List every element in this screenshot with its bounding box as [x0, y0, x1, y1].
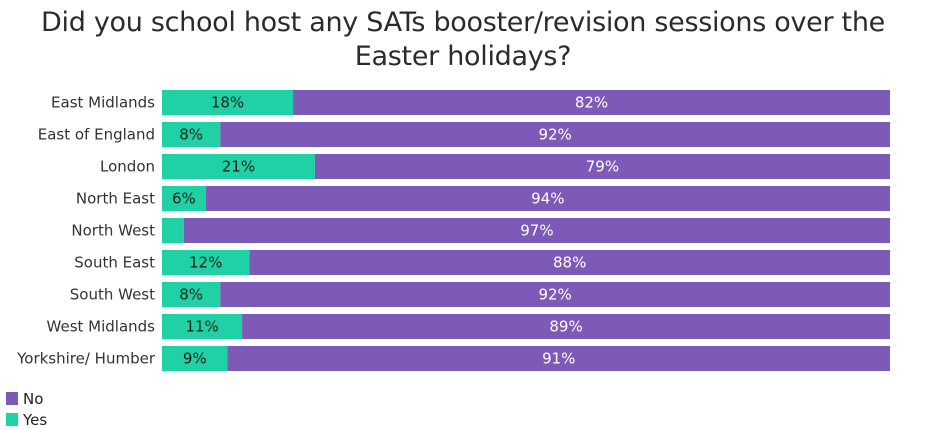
legend-swatch-no [6, 392, 18, 405]
category-label-yorkshire-humber: Yorkshire/ Humber [16, 350, 156, 368]
bar-no-east-of-england[interactable] [220, 122, 891, 147]
bar-yes-north-west[interactable] [162, 218, 184, 243]
category-label-south-west: South West [70, 286, 155, 304]
category-label-north-east: North East [76, 190, 155, 208]
chart-title-line-1: Did you school host any SATs booster/rev… [41, 7, 885, 38]
data-label-no-east-midlands: 82% [575, 94, 608, 112]
bar-yes-east-midlands[interactable] [162, 90, 294, 115]
data-label-yes-yorkshire-humber: 9% [183, 350, 207, 368]
category-label-south-east: South East [74, 254, 155, 272]
category-label-east-midlands: East Midlands [51, 94, 155, 112]
data-label-no-south-west: 92% [538, 286, 571, 304]
bar-yes-south-west[interactable] [162, 282, 221, 307]
bar-yes-london[interactable] [162, 154, 315, 179]
bar-yes-yorkshire-humber[interactable] [162, 346, 228, 371]
bar-yes-south-east[interactable] [162, 250, 250, 275]
legend: No Yes [6, 388, 47, 430]
data-label-no-yorkshire-humber: 91% [542, 350, 575, 368]
bar-no-north-west[interactable] [183, 218, 891, 243]
bar-no-west-midlands[interactable] [242, 314, 890, 339]
category-label-london: London [100, 158, 155, 176]
data-label-no-east-of-england: 92% [538, 126, 571, 144]
legend-label-yes: Yes [23, 410, 48, 429]
data-label-no-west-midlands: 89% [549, 318, 582, 336]
category-labels-group: East Midlands East of England London North … [16, 94, 156, 368]
data-labels-group: 18% 82% 8% 92% 21% 79% 6% 94% 97% 12% 88% 8% 92% 11% 8… [172, 94, 619, 368]
data-label-no-london: 79% [586, 158, 619, 176]
data-label-yes-west-midlands: 11% [185, 318, 218, 336]
bar-yes-west-midlands[interactable] [162, 314, 243, 339]
chart-title: Did you school host any SATs booster/rev… [0, 6, 926, 74]
data-label-yes-south-west: 8% [179, 286, 203, 304]
category-label-north-west: North West [71, 222, 155, 240]
data-label-no-south-east: 88% [553, 254, 586, 272]
chart-title-line-2: Easter holidays? [354, 41, 572, 72]
bar-yes-north-east[interactable] [162, 186, 206, 211]
category-label-east-of-england: East of England [38, 126, 155, 144]
bar-no-yorkshire-humber[interactable] [227, 346, 890, 371]
legend-label-no: No [23, 389, 44, 408]
data-label-yes-london: 21% [222, 158, 255, 176]
category-label-west-midlands: West Midlands [47, 318, 156, 336]
bars-group [162, 90, 891, 371]
bar-no-east-midlands[interactable] [293, 90, 890, 115]
legend-swatch-yes [6, 413, 18, 426]
data-label-no-north-west: 97% [520, 222, 553, 240]
data-label-yes-east-of-england: 8% [179, 126, 203, 144]
legend-item-no[interactable]: No [6, 388, 47, 409]
data-label-yes-north-east: 6% [172, 190, 196, 208]
bar-yes-east-of-england[interactable] [162, 122, 221, 147]
data-label-yes-south-east: 12% [189, 254, 222, 272]
bar-no-south-west[interactable] [220, 282, 891, 307]
legend-item-yes[interactable]: Yes [6, 409, 47, 430]
bar-no-london[interactable] [314, 154, 890, 179]
data-label-no-north-east: 94% [531, 190, 564, 208]
bar-no-south-east[interactable] [249, 250, 891, 275]
data-label-yes-east-midlands: 18% [211, 94, 244, 112]
bar-no-north-east[interactable] [205, 186, 890, 211]
